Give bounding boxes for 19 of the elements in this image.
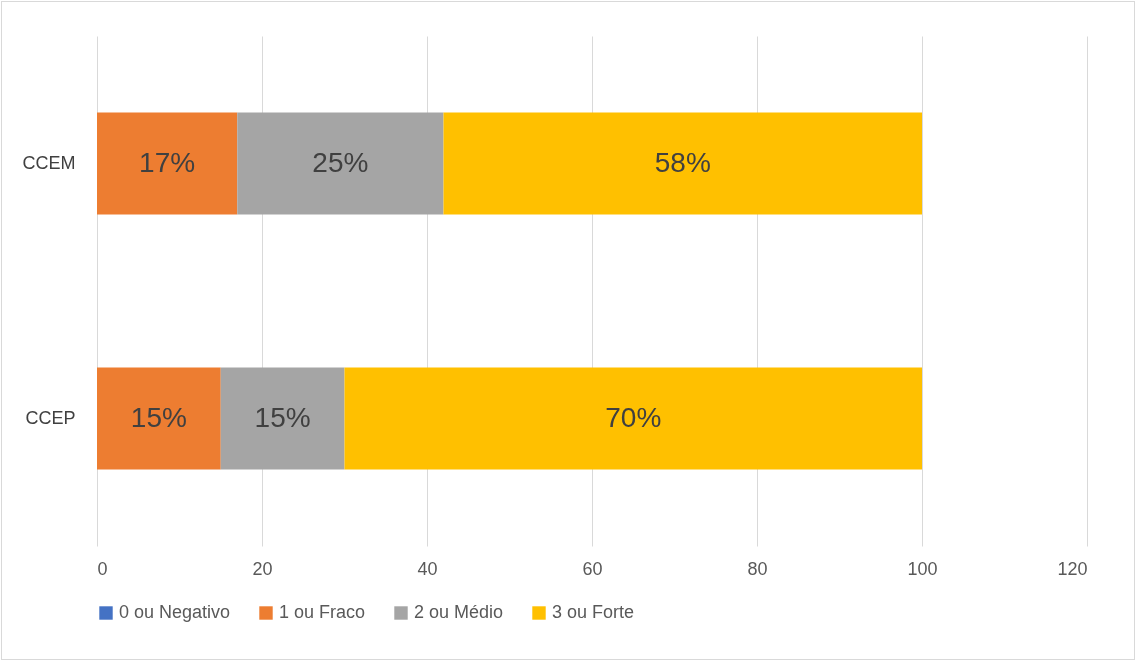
x-tick-label: 100	[907, 558, 938, 579]
legend-label: 1 ou Fraco	[279, 602, 366, 622]
y-tick-label: CCEM	[22, 152, 76, 173]
x-tick-label: 20	[252, 558, 273, 579]
legend-label: 0 ou Negativo	[119, 602, 231, 622]
data-label: 17%	[139, 146, 196, 178]
x-tick-label: 60	[582, 558, 603, 579]
x-tick-label: 80	[747, 558, 768, 579]
x-tick-label: 120	[1057, 558, 1088, 579]
data-label: 58%	[654, 146, 711, 178]
y-tick-label: CCEP	[25, 407, 76, 428]
x-tick-label: 0	[97, 558, 108, 579]
data-label: 25%	[312, 146, 369, 178]
data-label: 15%	[130, 401, 187, 433]
data-label: 15%	[254, 401, 311, 433]
data-label: 70%	[605, 401, 662, 433]
x-tick-label: 40	[417, 558, 438, 579]
legend-label: 3 ou Forte	[552, 602, 635, 622]
legend-label: 2 ou Médio	[414, 602, 504, 622]
